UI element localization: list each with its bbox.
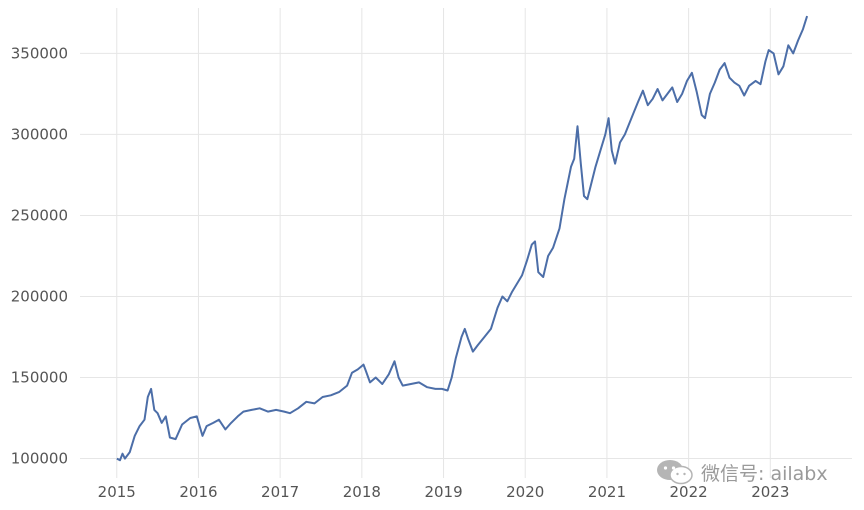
tick-labels: 100000 150000 200000 250000 300000 350000 2015… <box>11 44 790 501</box>
y-tick-label: 300000 <box>11 125 68 143</box>
wechat-icon <box>657 460 693 485</box>
y-tick-label: 250000 <box>11 206 68 224</box>
series-line <box>116 15 809 462</box>
x-tick-label: 2023 <box>751 483 789 501</box>
x-tick-label: 2019 <box>424 483 462 501</box>
x-tick-label: 2021 <box>588 483 626 501</box>
y-tick-label: 150000 <box>11 369 68 387</box>
y-tick-label: 350000 <box>11 44 68 62</box>
y-tick-label: 100000 <box>11 450 68 468</box>
x-tick-label: 2017 <box>261 483 299 501</box>
x-tick-label: 2020 <box>506 483 544 501</box>
x-tick-label: 2015 <box>98 483 136 501</box>
x-tick-label: 2018 <box>343 483 381 501</box>
y-tick-label: 200000 <box>11 287 68 305</box>
watermark-text: 微信号: ailabx <box>701 462 828 485</box>
x-tick-label: 2016 <box>179 483 217 501</box>
watermark: 微信号: ailabx <box>655 458 828 486</box>
grid-lines <box>80 8 852 478</box>
x-tick-label: 2022 <box>670 483 708 501</box>
